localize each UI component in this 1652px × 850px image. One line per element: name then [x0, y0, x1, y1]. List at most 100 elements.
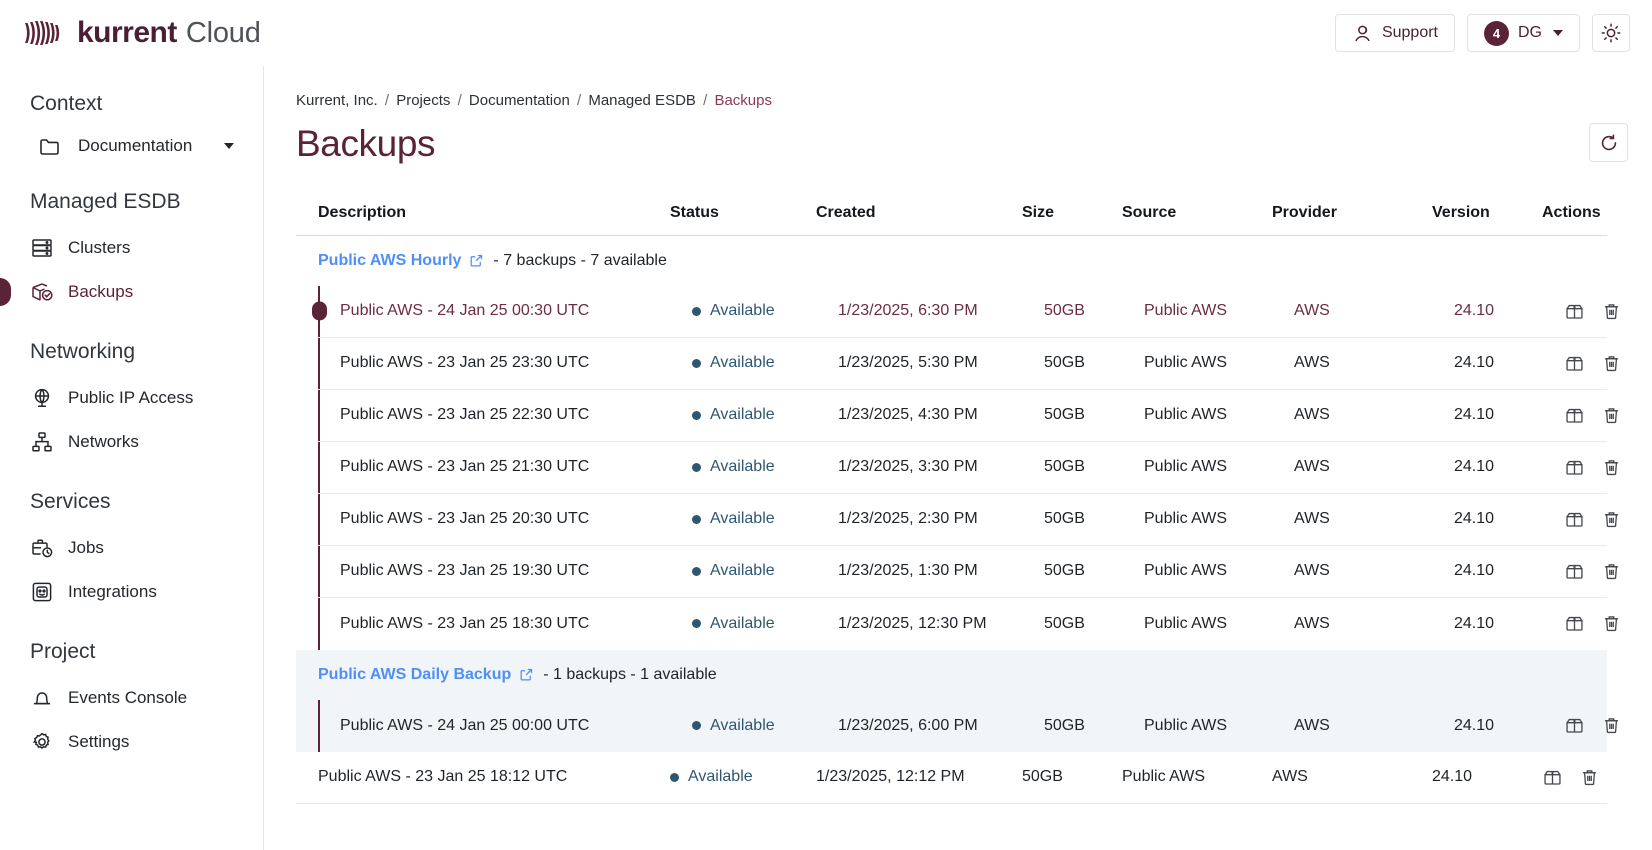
delete-trash-icon[interactable]: [1601, 613, 1622, 634]
restore-box-icon[interactable]: [1564, 561, 1585, 582]
row-actions: [1564, 715, 1652, 736]
restore-box-icon[interactable]: [1564, 509, 1585, 530]
sidebar-item-public-ip-access[interactable]: Public IP Access: [0, 376, 263, 420]
delete-trash-icon[interactable]: [1601, 561, 1622, 582]
status-badge: Available: [692, 458, 838, 476]
group-link[interactable]: Public AWS Hourly: [318, 251, 462, 269]
status-badge: Available: [692, 615, 838, 633]
restore-box-icon[interactable]: [1564, 405, 1585, 426]
table-row[interactable]: Public AWS - 23 Jan 25 18:30 UTC Availab…: [318, 598, 1619, 650]
column-header-source[interactable]: Source: [1122, 204, 1177, 222]
app-shell: Context Documentation Managed ESDB Clust…: [0, 66, 1652, 850]
sidebar-item-settings[interactable]: Settings: [0, 720, 263, 764]
external-link-icon[interactable]: [469, 253, 484, 268]
globe-icon: [34, 388, 50, 407]
delete-trash-icon[interactable]: [1601, 457, 1622, 478]
cell-created: 1/23/2025, 6:00 PM: [838, 716, 978, 734]
table-row[interactable]: Public AWS - 24 Jan 25 00:30 UTC Availab…: [312, 286, 1619, 338]
group-link[interactable]: Public AWS Daily Backup: [318, 665, 512, 683]
restore-box-icon[interactable]: [1542, 767, 1563, 788]
delete-trash-icon[interactable]: [1601, 301, 1622, 322]
column-header-provider[interactable]: Provider: [1272, 204, 1337, 222]
theme-toggle-button[interactable]: [1592, 14, 1630, 52]
table-row[interactable]: Public AWS - 23 Jan 25 21:30 UTC Availab…: [318, 442, 1619, 494]
cell-created: 1/23/2025, 2:30 PM: [838, 510, 978, 528]
cell-source: Public AWS: [1144, 302, 1227, 320]
sidebar-section-context: Context: [30, 92, 103, 115]
restore-box-icon[interactable]: [1564, 613, 1585, 634]
cell-created: 1/23/2025, 4:30 PM: [838, 406, 978, 424]
chevron-down-icon: [224, 143, 235, 149]
restore-box-icon[interactable]: [1564, 715, 1585, 736]
sidebar-item-networks[interactable]: Networks: [0, 420, 263, 464]
kurrent-logo-mark: [25, 21, 60, 45]
top-bar: kurrent Cloud Support 4 DG: [0, 0, 1652, 66]
user-menu-button[interactable]: 4 DG: [1467, 14, 1580, 52]
restore-box-icon[interactable]: [1564, 353, 1585, 374]
cell-description: Public AWS - 24 Jan 25 00:00 UTC: [340, 716, 590, 734]
restore-box-icon[interactable]: [1564, 301, 1585, 322]
column-header-description[interactable]: Description: [318, 204, 407, 222]
cell-provider: AWS: [1294, 562, 1330, 580]
backup-box-check-icon: [32, 283, 53, 301]
restore-box-icon[interactable]: [1564, 457, 1585, 478]
group-rows: Public AWS - 24 Jan 25 00:00 UTC Availab…: [296, 699, 1619, 752]
breadcrumb-item-project[interactable]: Documentation: [468, 92, 570, 109]
delete-trash-icon[interactable]: [1601, 405, 1622, 426]
cell-actions: [1564, 457, 1652, 478]
delete-trash-icon[interactable]: [1579, 767, 1600, 788]
table-row[interactable]: Public AWS - 23 Jan 25 22:30 UTC Availab…: [318, 390, 1619, 442]
cell-size: 50GB: [1044, 302, 1085, 320]
breadcrumb-item-managed-esdb[interactable]: Managed ESDB: [588, 92, 696, 109]
cell-actions: [1542, 767, 1632, 788]
table-row[interactable]: Public AWS - 24 Jan 25 00:00 UTC Availab…: [318, 700, 1619, 752]
context-selector[interactable]: Documentation: [0, 128, 263, 164]
cell-version: 24.10: [1454, 458, 1495, 476]
breadcrumb-item-org[interactable]: Kurrent, Inc.: [296, 92, 378, 109]
cell-size: 50GB: [1044, 406, 1085, 424]
group-header: Public AWS Hourly - 7 backups - 7 availab…: [296, 236, 1607, 286]
sidebar-item-jobs[interactable]: Jobs: [0, 526, 263, 570]
table-row[interactable]: Public AWS - 23 Jan 25 23:30 UTC Availab…: [318, 338, 1619, 390]
status-dot-icon: [692, 619, 701, 629]
cell-description: Public AWS - 23 Jan 25 18:12 UTC: [318, 768, 568, 786]
cell-size: 50GB: [1044, 458, 1085, 476]
sidebar-item-integrations[interactable]: Integrations: [0, 570, 263, 614]
sidebar-item-clusters[interactable]: Clusters: [0, 226, 263, 270]
brand-logo[interactable]: kurrent Cloud: [24, 18, 261, 48]
column-header-size[interactable]: Size: [1022, 204, 1055, 222]
cell-size: 50GB: [1044, 510, 1085, 528]
sidebar-item-events-console[interactable]: Events Console: [0, 676, 263, 720]
delete-trash-icon[interactable]: [1601, 715, 1622, 736]
cell-source: Public AWS: [1144, 354, 1227, 372]
column-header-status[interactable]: Status: [670, 204, 719, 222]
cell-version: 24.10: [1454, 614, 1495, 632]
breadcrumb-item-projects[interactable]: Projects: [396, 92, 451, 109]
status-dot-icon: [692, 514, 701, 524]
cell-size: 50GB: [1044, 716, 1085, 734]
cell-provider: AWS: [1294, 302, 1330, 320]
page-header: Backups: [296, 123, 1628, 182]
status-dot-icon: [692, 410, 701, 420]
sidebar-item-label: Networks: [68, 432, 139, 451]
context-label: Documentation: [78, 136, 193, 155]
column-header-version[interactable]: Version: [1432, 204, 1490, 222]
sidebar-section-project: Project: [30, 640, 96, 663]
table-row[interactable]: Public AWS - 23 Jan 25 18:12 UTC Availab…: [296, 752, 1607, 804]
sidebar-item-backups[interactable]: Backups: [0, 270, 263, 314]
delete-trash-icon[interactable]: [1601, 509, 1622, 530]
backup-group: Public AWS Hourly - 7 backups - 7 availab…: [296, 236, 1619, 650]
external-link-icon[interactable]: [519, 667, 534, 682]
status-badge: Available: [692, 406, 838, 424]
delete-trash-icon[interactable]: [1601, 353, 1622, 374]
cell-provider: AWS: [1294, 458, 1330, 476]
table-row[interactable]: Public AWS - 23 Jan 25 20:30 UTC Availab…: [318, 494, 1619, 546]
cell-description: Public AWS - 23 Jan 25 19:30 UTC: [340, 562, 590, 580]
refresh-button[interactable]: [1589, 123, 1628, 162]
table-row[interactable]: Public AWS - 23 Jan 25 19:30 UTC Availab…: [318, 546, 1619, 598]
status-badge: Available: [692, 562, 838, 580]
sidebar-item-label: Settings: [68, 732, 130, 751]
support-button[interactable]: Support: [1334, 14, 1455, 52]
column-header-created[interactable]: Created: [816, 204, 876, 222]
cell-version: 24.10: [1454, 510, 1495, 528]
